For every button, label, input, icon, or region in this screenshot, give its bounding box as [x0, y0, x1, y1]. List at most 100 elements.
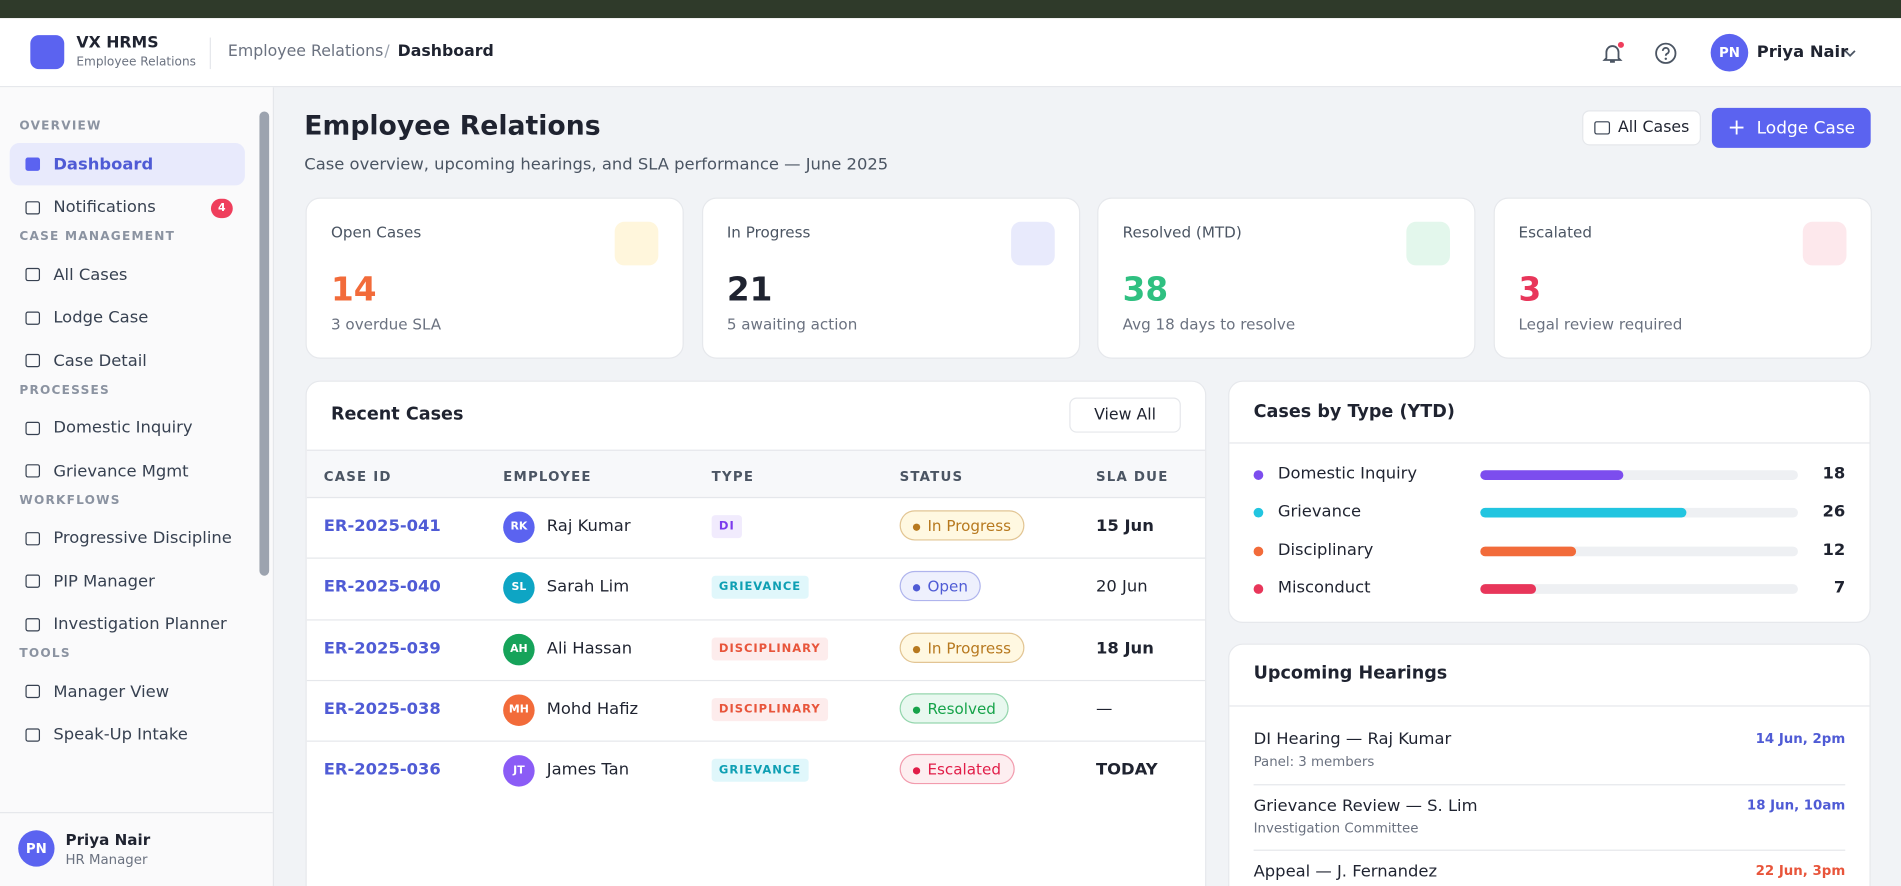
- column-header: TYPE: [711, 469, 755, 485]
- row-divider: [306, 618, 1206, 621]
- nav-item[interactable]: Notifications 4: [10, 186, 245, 228]
- case-type: DISCIPLINARY: [711, 637, 828, 661]
- case-id[interactable]: ER-2025-039: [323, 638, 441, 658]
- case-id[interactable]: ER-2025-040: [323, 577, 441, 597]
- employee-avatar: RK: [503, 511, 535, 543]
- case-status: In Progress: [899, 510, 1025, 541]
- top-header: VX HRMS Employee Relations Employee Rela…: [0, 18, 1901, 88]
- case-id[interactable]: ER-2025-041: [323, 516, 441, 536]
- type-name: Domestic Inquiry: [1277, 464, 1418, 484]
- sidebar: PN Priya Nair HR Manager OVERVIEW Dashboa…: [0, 87, 274, 886]
- table-header-band: [306, 449, 1206, 499]
- logo: [30, 35, 65, 70]
- bar: [1480, 584, 1536, 594]
- button-label: View All: [1094, 406, 1157, 425]
- lodge-case-button[interactable]: + Lodge Case: [1711, 107, 1871, 148]
- nav-section: TOOLS: [19, 647, 71, 661]
- stat-label: Resolved (MTD): [1122, 223, 1242, 242]
- chevron[interactable]: [1843, 47, 1858, 59]
- type-count: 12: [1822, 540, 1846, 560]
- nav-item[interactable]: Progressive Discipline: [10, 517, 245, 559]
- nav-label: Investigation Planner: [53, 614, 227, 634]
- stat-icon: [1010, 221, 1055, 266]
- browser-strip: [0, 0, 1901, 19]
- help-icon[interactable]: [1654, 41, 1678, 65]
- type-dot: [1253, 546, 1264, 556]
- stat-card: Open Cases 14 3 overdue SLA: [305, 197, 684, 359]
- nav-item[interactable]: Investigation Planner: [10, 603, 245, 645]
- case-id[interactable]: ER-2025-038: [323, 699, 441, 719]
- nav-item[interactable]: Manager View: [10, 670, 245, 712]
- hearing-title[interactable]: Grievance Review — S. Lim: [1253, 795, 1478, 816]
- employee-avatar: SL: [503, 572, 535, 604]
- stat-card: Resolved (MTD) 38 Avg 18 days to resolve: [1097, 197, 1476, 359]
- recent-cases-panel: Recent Cases View All CASE ID EMPLOYEE TYPE S…: [305, 380, 1207, 886]
- employee-name: James Tan: [546, 760, 630, 780]
- hearing-title[interactable]: Appeal — J. Fernandez: [1253, 861, 1438, 882]
- hearing-sub: Investigation Committee: [1253, 819, 1419, 836]
- bar: [1480, 470, 1624, 480]
- nav-item[interactable]: Lodge Case: [10, 296, 245, 338]
- bell-icon[interactable]: [1600, 41, 1624, 65]
- hearing-sub: Panel: 3 members: [1253, 753, 1375, 770]
- user-avatar[interactable]: PN: [1710, 33, 1749, 72]
- nav-icon: [25, 200, 41, 214]
- scrollbar[interactable]: [259, 111, 270, 576]
- row-divider: [306, 557, 1206, 560]
- stat-icon: [1802, 221, 1846, 266]
- hearings-panel: Upcoming Hearings DI Hearing — Raj Kumar P…: [1228, 643, 1871, 886]
- nav-item[interactable]: Domestic Inquiry: [10, 407, 245, 449]
- nav-label: Dashboard: [53, 154, 154, 174]
- stat-label: Escalated: [1518, 223, 1592, 242]
- hearing-when: 22 Jun, 3pm: [1755, 862, 1846, 879]
- stat-value: 38: [1122, 271, 1169, 310]
- stat-label: Open Cases: [330, 223, 422, 242]
- nav-item[interactable]: Dashboard: [9, 143, 245, 186]
- type-count: 26: [1822, 502, 1846, 522]
- sla-due: 18 Jun: [1095, 638, 1154, 658]
- nav-icon: [25, 310, 41, 325]
- nav-item[interactable]: PIP Manager: [10, 560, 245, 602]
- type-dot: [1253, 584, 1264, 594]
- bar-track: [1480, 470, 1798, 480]
- panel-title: Cases by Type (YTD): [1253, 402, 1455, 422]
- user-name[interactable]: Priya Nair: [1756, 42, 1849, 62]
- nav-item[interactable]: Speak-Up Intake: [10, 713, 245, 755]
- column-header: STATUS: [899, 469, 964, 485]
- nav-icon: [25, 353, 41, 368]
- footer-name: Priya Nair: [65, 830, 151, 849]
- stat-icon: [1406, 221, 1450, 266]
- employee-name: Raj Kumar: [546, 516, 631, 536]
- breadcrumb[interactable]: Employee Relations: [227, 42, 384, 61]
- case-type: GRIEVANCE: [711, 576, 809, 600]
- case-id[interactable]: ER-2025-036: [323, 760, 441, 780]
- brand: VX HRMS: [76, 33, 159, 53]
- all-cases-button[interactable]: All Cases: [1582, 110, 1701, 146]
- case-type: DISCIPLINARY: [711, 697, 828, 722]
- page-subtitle: Case overview, upcoming hearings, and SL…: [304, 155, 889, 175]
- hearing-when: 18 Jun, 10am: [1746, 796, 1846, 813]
- nav-item[interactable]: Grievance Mgmt: [10, 450, 245, 492]
- type-count: 7: [1833, 577, 1846, 598]
- button-label: All Cases: [1618, 118, 1690, 137]
- row-divider: [306, 679, 1206, 682]
- stat-note: Avg 18 days to resolve: [1122, 315, 1296, 334]
- brand-sub: Employee Relations: [76, 55, 196, 70]
- view-all-button[interactable]: View All: [1069, 397, 1181, 433]
- hearing-when: 14 Jun, 2pm: [1755, 730, 1846, 747]
- stat-value: 14: [330, 271, 377, 310]
- nav-item[interactable]: Case Detail: [10, 339, 245, 381]
- nav-icon: [25, 267, 41, 282]
- stat-note: 3 overdue SLA: [330, 315, 442, 334]
- hearing-title[interactable]: DI Hearing — Raj Kumar: [1253, 729, 1452, 750]
- nav-icon: [25, 157, 41, 171]
- nav-item[interactable]: All Cases: [10, 253, 245, 295]
- bar-track: [1480, 508, 1798, 518]
- column-header: CASE ID: [323, 469, 392, 485]
- nav-label: Notifications: [53, 197, 156, 217]
- panel-title: Upcoming Hearings: [1253, 664, 1448, 684]
- nav-icon: [25, 574, 41, 588]
- divider: [1229, 442, 1870, 444]
- breadcrumb: Dashboard: [397, 42, 494, 61]
